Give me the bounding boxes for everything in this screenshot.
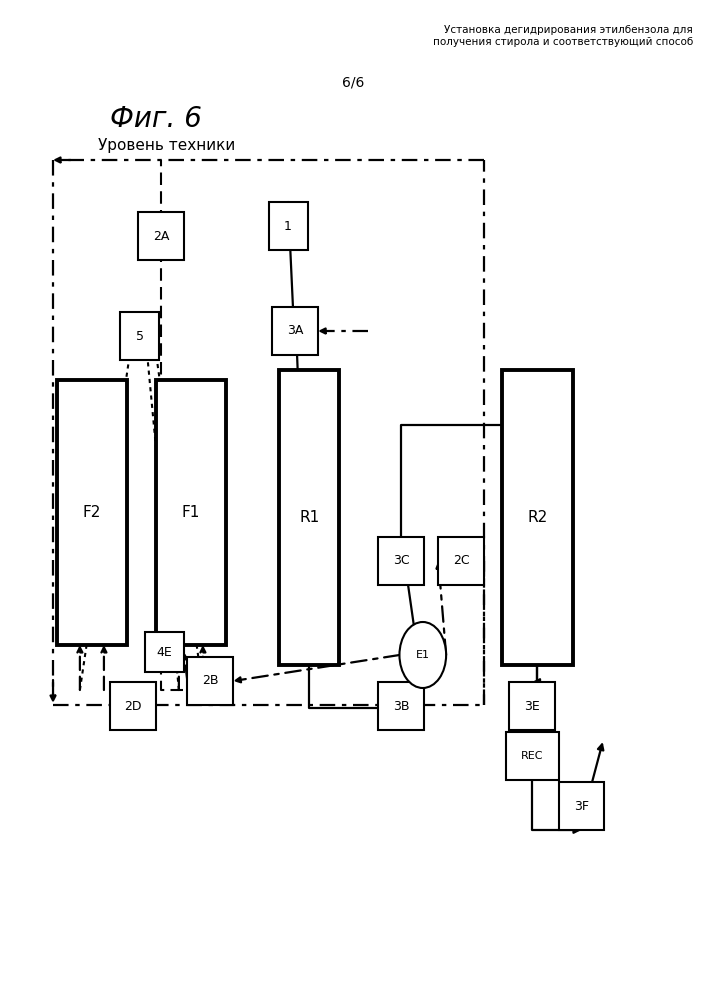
Text: F1: F1 [182,505,200,520]
Text: Уровень техники: Уровень техники [98,138,235,153]
Bar [559,782,604,830]
Text: REC: REC [521,751,543,761]
Text: 3C: 3C [393,554,409,568]
Text: 2D: 2D [124,700,141,712]
Text: R2: R2 [527,510,547,525]
Bar [279,370,339,665]
Bar [120,312,159,360]
Text: 1: 1 [284,220,292,232]
Text: 2B: 2B [202,674,218,688]
Text: R1: R1 [299,510,320,525]
Text: Установка дегидрирования этилбензола для
получения стирола и соответствующий спо: Установка дегидрирования этилбензола для… [433,25,693,47]
Bar [438,537,484,585]
Text: 6/6: 6/6 [342,75,365,89]
Bar [509,682,555,730]
Bar [138,212,184,260]
Bar [378,682,424,730]
Bar [57,380,127,645]
Bar [502,370,573,665]
Text: 3A: 3A [287,324,303,338]
Bar [378,537,424,585]
Text: 5: 5 [136,330,144,342]
Bar [272,307,318,355]
Text: 2A: 2A [153,230,169,242]
Bar [110,682,156,730]
Text: 4E: 4E [156,646,173,658]
Circle shape [399,622,446,688]
Bar [269,202,308,250]
Text: Фиг. 6: Фиг. 6 [110,105,201,133]
Bar [156,380,226,645]
Text: F2: F2 [83,505,101,520]
Text: 3F: 3F [574,800,589,812]
Text: 2C: 2C [453,554,469,568]
Text: E1: E1 [416,650,430,660]
Bar [187,657,233,705]
Bar [506,732,559,780]
Text: 3B: 3B [393,700,409,712]
Text: 3E: 3E [524,700,540,712]
Bar [145,632,184,672]
